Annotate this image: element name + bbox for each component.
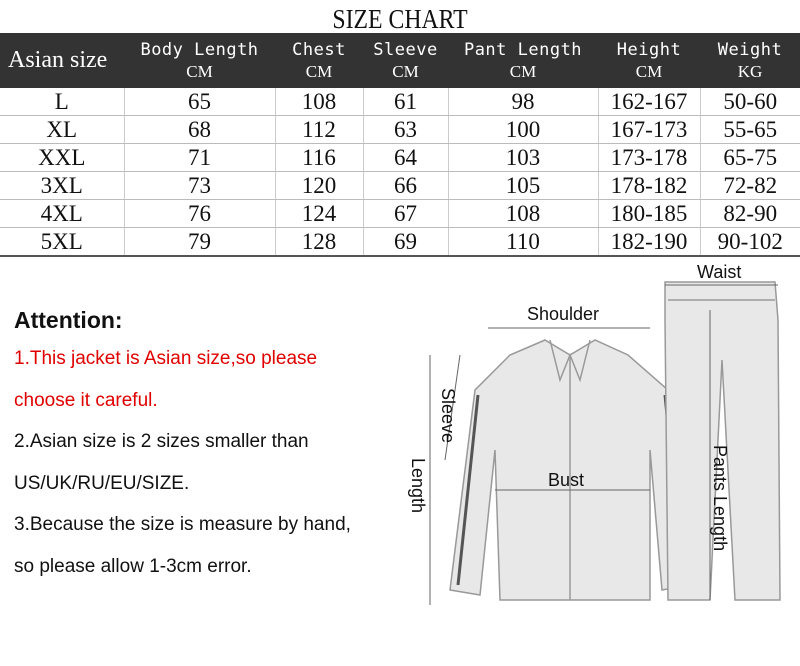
pants-outline [664,281,781,601]
column-header: Chest CM [275,33,363,88]
table-cell: 180-185 [598,199,701,228]
table-cell: 108 [448,199,599,228]
table-cell: 128 [275,227,364,257]
table-cell: 68 [124,115,276,144]
table-cell: 73 [124,171,276,200]
table-row: 3XL 73 120 66 105 178-182 72-82 [0,171,800,200]
column-unit: KG [737,61,763,81]
table-cell: 71 [124,143,276,172]
table-cell: 50-60 [700,88,800,116]
column-name: Weight [717,39,783,60]
table-cell: 76 [124,199,276,228]
length-label: Length [408,458,428,513]
table-cell: 72-82 [700,171,800,200]
column-name: Pant Length [463,39,583,60]
table-cell: XL [0,115,125,144]
table-row: 4XL 76 124 67 108 180-185 82-90 [0,199,800,228]
table-cell: 103 [448,143,599,172]
table-cell: 124 [275,199,364,228]
attention-line: 1.This jacket is Asian size,so please [14,348,318,369]
column-unit: CM [509,61,537,81]
table-cell: 61 [363,88,449,116]
attention-line: US/UK/RU/EU/SIZE. [14,472,190,494]
column-name: Height [616,39,682,60]
table-cell: 67 [363,199,449,228]
column-header: Height CM [598,33,700,88]
table-cell: 120 [275,171,364,200]
column-unit: CM [635,61,663,81]
table-cell: 110 [448,227,599,257]
table-cell: 108 [275,88,364,116]
waist-label: Waist [697,262,741,282]
attention-line: choose it careful. [14,389,158,411]
table-cell: 182-190 [598,227,701,257]
table-cell: 90-102 [700,227,800,257]
table-cell: 65 [124,88,276,116]
table-cell: 5XL [0,227,125,257]
shoulder-label: Shoulder [527,304,599,324]
table-cell: 116 [275,143,364,172]
table-cell: 100 [448,115,599,144]
table-cell: 64 [363,143,449,172]
attention-line: 2.Asian size is 2 sizes smaller than [14,431,309,452]
pants-length-label: Pants Length [710,445,730,551]
table-cell: 55-65 [700,115,800,144]
table-cell: 65-75 [700,143,800,172]
table-cell: 98 [448,88,599,116]
column-unit: CM [305,61,333,81]
table-cell: 167-173 [598,115,701,144]
attention-line: 3.Because the size is measure by hand, [14,514,351,535]
column-header: Body Length CM [124,33,275,88]
attention-notes: Attention: 1.This jacket is Asian size,s… [14,307,351,593]
table-cell: 178-182 [598,171,701,200]
table-cell: 66 [363,171,449,200]
table-cell: 63 [363,115,449,144]
table-row: XL 68 112 63 100 167-173 55-65 [0,115,800,144]
column-name: Body Length [140,39,259,60]
table-cell: 173-178 [598,143,701,172]
table-header-row: Asian size Body Length CM Chest CM Sleeve CM Pa… [0,33,800,88]
garment-illustration: Waist Shoulder Bust Sleeve Length Pants … [408,262,781,605]
bust-label: Bust [548,470,584,490]
table-cell: L [0,88,125,116]
table-row: L 65 108 61 98 162-167 50-60 [0,88,800,116]
size-table: Asian size Body Length CM Chest CM Sleeve CM Pa… [0,33,800,257]
table-cell: 112 [275,115,364,144]
attention-heading: Attention: [14,307,123,333]
column-name: Sleeve [373,39,438,60]
table-cell: XXL [0,143,125,172]
column-name: Chest [292,39,346,60]
table-cell: 79 [124,227,276,257]
column-header: Pant Length CM [448,33,598,88]
table-cell: 162-167 [598,88,701,116]
attention-line: so please allow 1-3cm error. [14,555,252,577]
table-row: 5XL 79 128 69 110 182-190 90-102 [0,227,800,257]
column-header: Asian size [8,47,108,73]
column-unit: CM [392,61,419,81]
table-cell: 105 [448,171,599,200]
chart-title: SIZE CHART [332,4,468,34]
column-header: Sleeve CM [363,33,448,88]
column-header: Weight KG [700,33,800,88]
table-row: XXL 71 116 64 103 173-178 65-75 [0,143,800,172]
table-cell: 3XL [0,171,125,200]
sleeve-label: Sleeve [438,388,458,443]
column-unit: CM [186,61,213,81]
table-cell: 4XL [0,199,125,228]
table-cell: 82-90 [700,199,800,228]
table-cell: 69 [363,227,449,257]
